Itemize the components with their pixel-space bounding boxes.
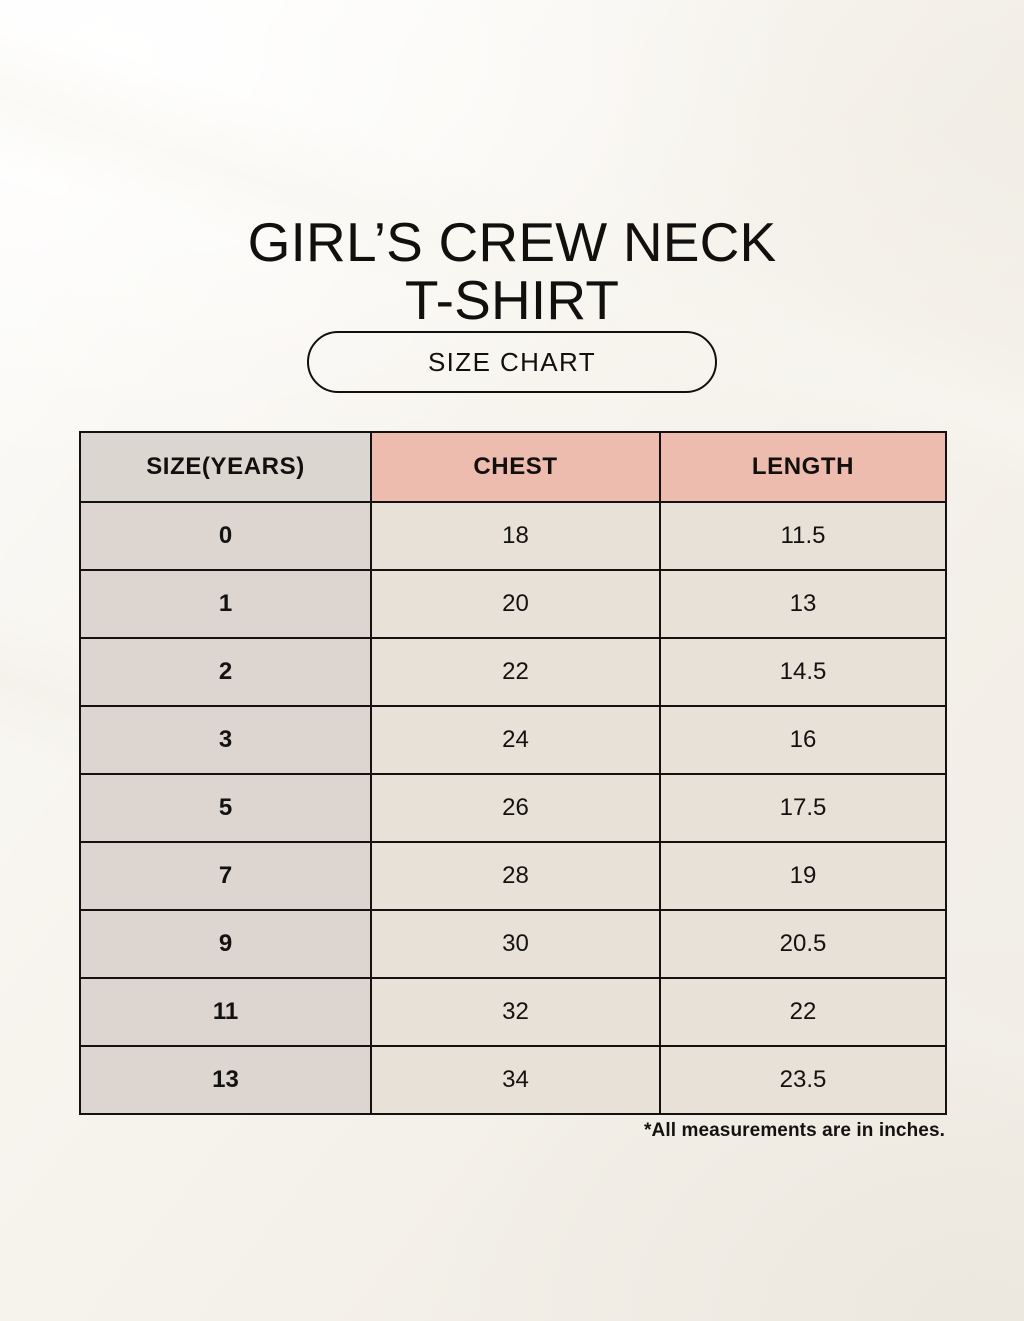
cell-chest: 24 xyxy=(370,705,661,775)
cell-length: 11.5 xyxy=(659,501,947,571)
cell-length: 17.5 xyxy=(659,773,947,843)
table-row: 2 22 14.5 xyxy=(79,637,947,707)
cell-chest: 30 xyxy=(370,909,661,979)
table-row: 7 28 19 xyxy=(79,841,947,911)
table-header-row: SIZE(YEARS) CHEST LENGTH xyxy=(79,431,947,503)
cell-chest: 28 xyxy=(370,841,661,911)
table-row: 1 20 13 xyxy=(79,569,947,639)
cell-chest: 20 xyxy=(370,569,661,639)
column-header-length: LENGTH xyxy=(659,431,947,503)
cell-size: 13 xyxy=(79,1045,372,1115)
cell-chest: 18 xyxy=(370,501,661,571)
cell-length: 19 xyxy=(659,841,947,911)
cell-size: 0 xyxy=(79,501,372,571)
column-header-size: SIZE(YEARS) xyxy=(79,431,372,503)
size-chart-badge: SIZE CHART xyxy=(307,331,717,393)
cell-chest: 26 xyxy=(370,773,661,843)
cell-length: 14.5 xyxy=(659,637,947,707)
cell-chest: 32 xyxy=(370,977,661,1047)
size-chart-badge-label: SIZE CHART xyxy=(427,346,597,377)
cell-length: 22 xyxy=(659,977,947,1047)
table-row: 11 32 22 xyxy=(79,977,947,1047)
table-row: 0 18 11.5 xyxy=(79,501,947,571)
cell-size: 5 xyxy=(79,773,372,843)
table-row: 5 26 17.5 xyxy=(79,773,947,843)
cell-length: 23.5 xyxy=(659,1045,947,1115)
cell-size: 2 xyxy=(79,637,372,707)
cell-size: 1 xyxy=(79,569,372,639)
cell-length: 20.5 xyxy=(659,909,947,979)
cell-chest: 22 xyxy=(370,637,661,707)
measurement-units-note: *All measurements are in inches. xyxy=(644,1120,945,1141)
cell-size: 3 xyxy=(79,705,372,775)
cell-size: 9 xyxy=(79,909,372,979)
cell-size: 7 xyxy=(79,841,372,911)
cell-chest: 34 xyxy=(370,1045,661,1115)
size-chart-table: SIZE(YEARS) CHEST LENGTH 0 18 11.5 1 20 … xyxy=(79,431,947,1115)
table-row: 13 34 23.5 xyxy=(79,1045,947,1115)
table-header: SIZE(YEARS) CHEST LENGTH xyxy=(79,431,947,503)
cell-size: 11 xyxy=(79,977,372,1047)
page-title: GIRL’S CREW NECK T-SHIRT xyxy=(247,210,777,331)
table-body: 0 18 11.5 1 20 13 2 22 14.5 3 24 16 5 26 xyxy=(79,501,947,1115)
cell-length: 13 xyxy=(659,569,947,639)
table-row: 3 24 16 xyxy=(79,705,947,775)
cell-length: 16 xyxy=(659,705,947,775)
column-header-chest: CHEST xyxy=(370,431,661,503)
table-row: 9 30 20.5 xyxy=(79,909,947,979)
